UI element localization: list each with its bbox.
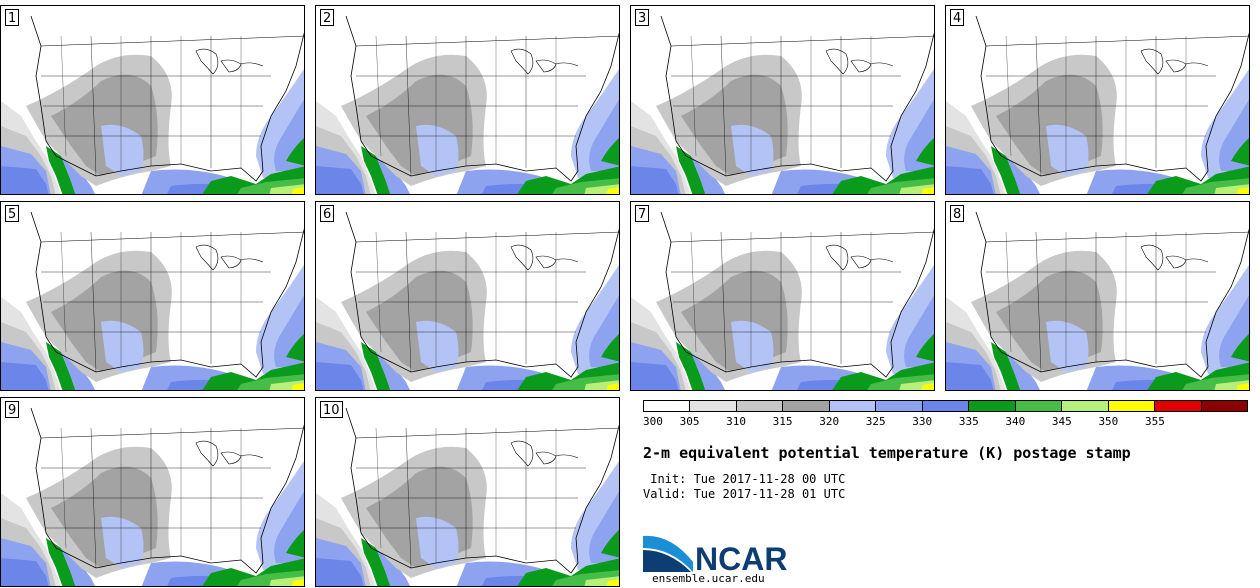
colorbar-swatch [1201,401,1248,411]
colorbar-tick-label: 300 [643,415,663,428]
panel-number: 3 [635,9,650,26]
colorbar-swatch [1108,401,1156,411]
colorbar-tick-label: 310 [726,415,746,428]
colorbar-tick-label: 320 [819,415,840,428]
colorbar-swatch [876,401,923,411]
member-panel-2[interactable]: 2 [315,5,620,195]
colorbar-tick-label: 330 [912,415,933,428]
colorbar-tick-label: 315 [772,415,793,428]
panel-number: 9 [5,401,20,418]
conus-map [1,202,304,390]
colorbar-tick-label: 350 [1098,415,1119,428]
colorbar-swatch [783,401,830,411]
member-panel-3[interactable]: 3 [630,5,935,195]
panel-number: 7 [635,205,650,222]
conus-map [946,6,1249,194]
colorbar-swatch [1015,401,1063,411]
colorbar-tick-label: 335 [958,415,979,428]
colorbar-swatch [829,401,877,411]
chart-title: 2-m equivalent potential temperature (K)… [643,444,1131,462]
colorbar-swatch [922,401,970,411]
init-time: Init: Tue 2017-11-28 00 UTC [643,472,846,486]
logo-url: ensemble.ucar.edu [652,572,765,585]
colorbar-swatch [736,401,784,411]
member-panel-6[interactable]: 6 [315,201,620,391]
colorbar-tick-label: 305 [679,415,700,428]
panel-number: 2 [320,9,335,26]
colorbar-tick-labels: 300 305 310 315 320 325 330 335 340 345 350 355 [643,415,1248,429]
panel-number: 8 [950,205,965,222]
colorbar-tick-label: 325 [865,415,886,428]
conus-map [1,398,304,586]
member-panel-10[interactable]: 10 [315,397,620,587]
conus-map [316,202,619,390]
conus-map [1,6,304,194]
member-panel-8[interactable]: 8 [945,201,1250,391]
conus-map [631,202,934,390]
colorbar-swatch [1062,401,1109,411]
conus-map [946,202,1249,390]
valid-time: Valid: Tue 2017-11-28 01 UTC [643,487,846,501]
panel-number: 10 [320,401,343,418]
colorbar-swatch [1155,401,1202,411]
member-panel-5[interactable]: 5 [0,201,305,391]
member-panel-9[interactable]: 9 [0,397,305,587]
panel-number: 4 [950,9,965,26]
panel-number: 6 [320,205,335,222]
member-panel-7[interactable]: 7 [630,201,935,391]
colorbar-swatch [644,401,691,411]
colorbar-tick-label: 355 [1144,415,1165,428]
colorbar-swatch [690,401,737,411]
logo-text: NCAR [695,541,787,574]
ncar-logo[interactable]: NCAR [643,532,793,574]
panel-number: 5 [5,205,20,222]
colorbar-swatch [969,401,1016,411]
colorbar-tick-label: 340 [1005,415,1026,428]
panel-number: 1 [5,9,20,26]
colorbar [643,400,1248,412]
conus-map [316,398,619,586]
member-panel-4[interactable]: 4 [945,5,1250,195]
conus-map [316,6,619,194]
member-panel-1[interactable]: 1 [0,5,305,195]
colorbar-tick-label: 345 [1051,415,1072,428]
conus-map [631,6,934,194]
